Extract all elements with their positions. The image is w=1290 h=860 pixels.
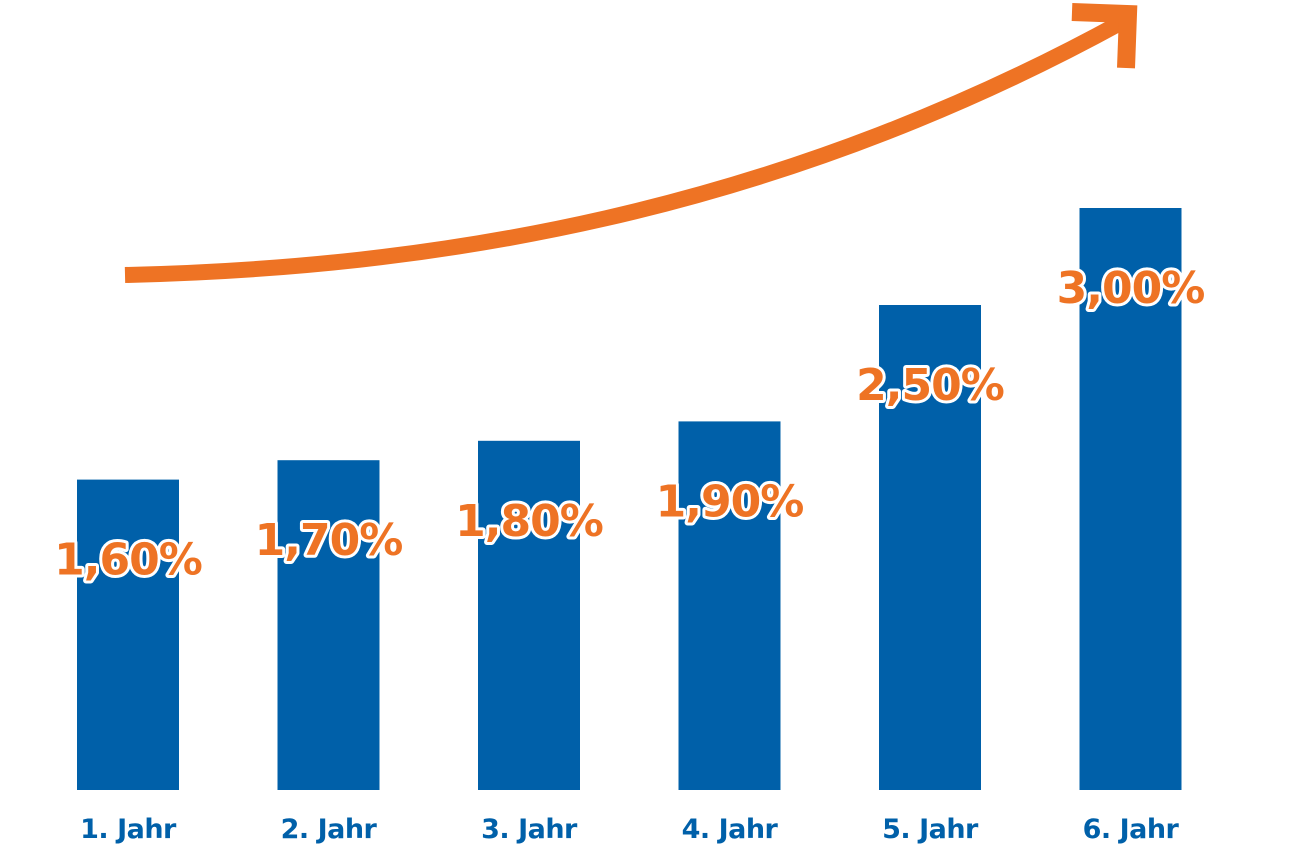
bar-6 bbox=[1079, 208, 1182, 790]
category-label-4: 4. Jahr bbox=[682, 814, 779, 845]
bar-4 bbox=[678, 421, 781, 790]
category-label-3: 3. Jahr bbox=[481, 814, 578, 845]
value-label-2: 1,70% bbox=[255, 515, 403, 566]
value-label-3: 1,80% bbox=[455, 496, 603, 547]
category-label-5: 5. Jahr bbox=[882, 814, 979, 845]
trend-arrow-curve bbox=[124, 14, 1126, 283]
value-label-5: 2,50% bbox=[856, 360, 1004, 411]
bar-3 bbox=[478, 440, 580, 790]
category-label-1: 1. Jahr bbox=[80, 814, 177, 845]
value-label-6: 3,00% bbox=[1057, 263, 1205, 314]
bar-1 bbox=[77, 479, 179, 790]
category-label-6: 6. Jahr bbox=[1083, 814, 1180, 845]
category-label-2: 2. Jahr bbox=[281, 814, 378, 845]
trend-arrow-head bbox=[1071, 3, 1138, 69]
bar-2 bbox=[277, 460, 380, 790]
bar-5 bbox=[879, 305, 981, 790]
value-label-1: 1,60% bbox=[54, 535, 202, 586]
value-label-4: 1,90% bbox=[656, 476, 804, 527]
trend-up-arrow-icon bbox=[124, 3, 1138, 283]
